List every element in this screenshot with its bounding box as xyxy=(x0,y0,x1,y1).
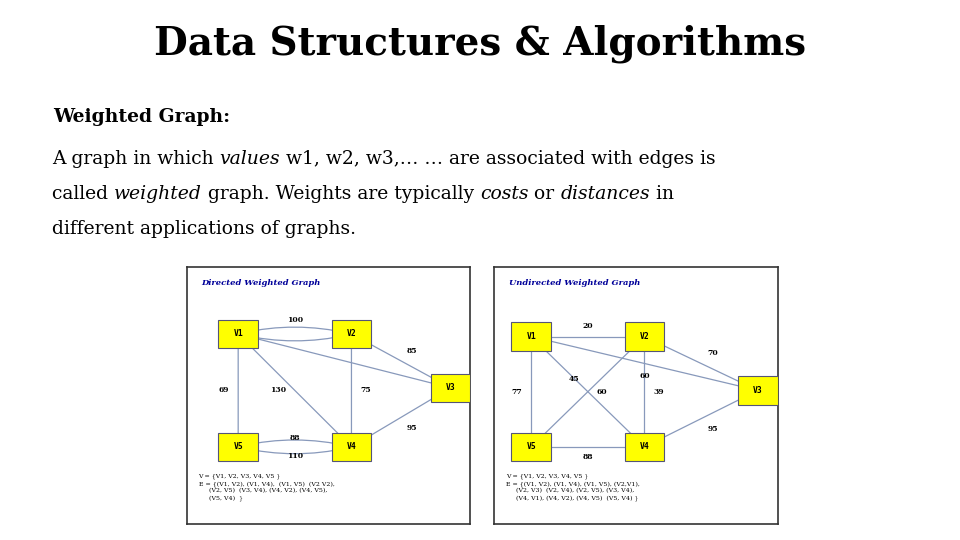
FancyBboxPatch shape xyxy=(218,433,258,461)
Text: 110: 110 xyxy=(287,452,302,460)
FancyBboxPatch shape xyxy=(331,433,372,461)
Text: 85: 85 xyxy=(407,347,418,355)
Text: Undirected Weighted Graph: Undirected Weighted Graph xyxy=(509,279,640,287)
Text: V3: V3 xyxy=(753,386,762,395)
FancyBboxPatch shape xyxy=(625,322,664,350)
FancyBboxPatch shape xyxy=(738,376,778,404)
Text: 60: 60 xyxy=(639,372,650,380)
Text: V = {V1, V2, V3, V4, V5 }
E = {(V1, V2), (V1, V4), (V1, V5), (V2,V1),
     (V2, : V = {V1, V2, V3, V4, V5 } E = {(V1, V2),… xyxy=(506,474,639,501)
Text: V5: V5 xyxy=(233,442,243,451)
Text: w1, w2, w3,… … are associated with edges is: w1, w2, w3,… … are associated with edges… xyxy=(280,150,716,168)
FancyBboxPatch shape xyxy=(431,374,470,402)
Text: 95: 95 xyxy=(407,423,418,431)
Text: distances: distances xyxy=(561,185,650,203)
FancyBboxPatch shape xyxy=(218,320,258,348)
Text: 130: 130 xyxy=(270,387,286,394)
Text: or: or xyxy=(529,185,561,203)
Text: values: values xyxy=(220,150,280,168)
Text: weighted: weighted xyxy=(114,185,202,203)
Text: 70: 70 xyxy=(708,349,718,357)
Text: V3: V3 xyxy=(445,383,455,393)
Text: Weighted Graph:: Weighted Graph: xyxy=(53,108,230,126)
Text: graph. Weights are typically: graph. Weights are typically xyxy=(202,185,480,203)
Text: 77: 77 xyxy=(512,388,522,396)
Text: V2: V2 xyxy=(347,329,356,339)
Text: 100: 100 xyxy=(287,316,302,324)
Text: 69: 69 xyxy=(219,387,229,394)
Text: 95: 95 xyxy=(708,425,718,433)
Text: V5: V5 xyxy=(526,442,536,451)
Text: 250: 250 xyxy=(342,341,358,349)
Text: 60: 60 xyxy=(597,388,608,396)
Text: different applications of graphs.: different applications of graphs. xyxy=(52,220,356,238)
FancyBboxPatch shape xyxy=(512,433,551,461)
Text: V4: V4 xyxy=(347,442,356,451)
Text: called: called xyxy=(52,185,114,203)
FancyBboxPatch shape xyxy=(625,433,664,461)
FancyBboxPatch shape xyxy=(512,322,551,350)
Text: 88: 88 xyxy=(290,434,300,442)
Text: 45: 45 xyxy=(568,375,579,383)
Text: V2: V2 xyxy=(639,332,649,341)
Text: V1: V1 xyxy=(233,329,243,339)
Text: 20: 20 xyxy=(583,322,593,330)
Text: Data Structures & Algorithms: Data Structures & Algorithms xyxy=(154,24,806,63)
Text: 39: 39 xyxy=(654,388,664,396)
Text: costs: costs xyxy=(480,185,529,203)
Text: V4: V4 xyxy=(639,442,649,451)
Text: in: in xyxy=(650,185,674,203)
Text: V = {V1, V2, V3, V4, V5 }
E = {(V1, V2), (V1, V4),  (V1, V5)  (V2 V2),
     (V2,: V = {V1, V2, V3, V4, V5 } E = {(V1, V2),… xyxy=(199,474,334,501)
Text: 88: 88 xyxy=(583,453,593,461)
Text: Directed Weighted Graph: Directed Weighted Graph xyxy=(202,279,321,287)
Text: A graph in which: A graph in which xyxy=(52,150,220,168)
FancyBboxPatch shape xyxy=(331,320,372,348)
Text: 75: 75 xyxy=(360,387,371,394)
Text: V1: V1 xyxy=(526,332,536,341)
